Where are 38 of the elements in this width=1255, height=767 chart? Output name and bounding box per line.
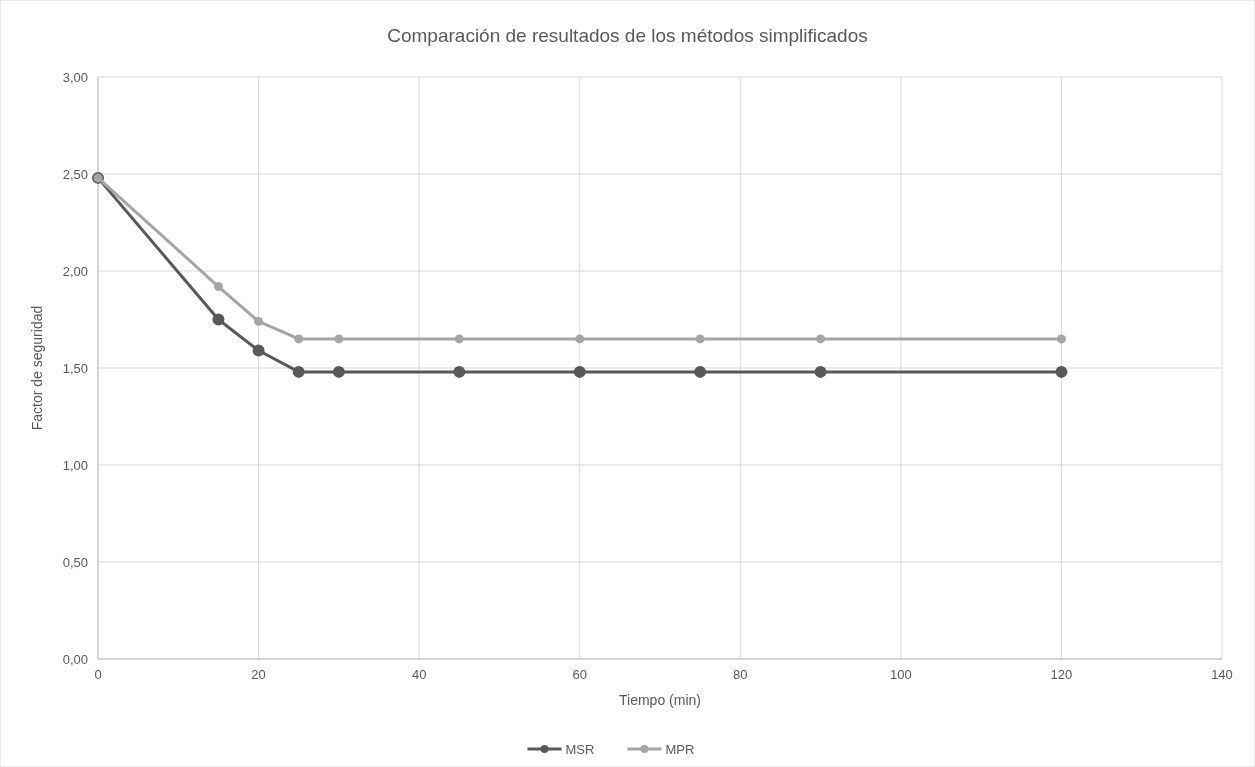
y-axis-title: Factor de seguridad (29, 305, 45, 431)
y-tick-label: 2,50 (62, 166, 88, 182)
x-tick-label: 0 (94, 667, 102, 682)
legend-label: MSR (565, 742, 595, 757)
y-tick-label: 1,50 (62, 360, 88, 376)
point (213, 282, 223, 292)
y-tick-label: 2,00 (62, 263, 88, 279)
point (573, 365, 586, 378)
point (252, 344, 265, 357)
x-tick-label: 120 (1050, 667, 1073, 682)
point (1055, 365, 1068, 378)
point (212, 313, 225, 326)
point (294, 334, 304, 344)
x-axis-title: Tiempo (min) (619, 692, 701, 708)
point (694, 365, 707, 378)
point (292, 365, 305, 378)
point (332, 365, 345, 378)
y-tick-label: 0,00 (62, 651, 88, 667)
point (454, 334, 464, 344)
x-tick-label: 140 (1211, 667, 1233, 682)
x-tick-label: 60 (572, 667, 587, 682)
legend-label: MPR (665, 742, 695, 757)
x-tick-label: 100 (890, 667, 912, 682)
chart-title: Comparación de resultados de los métodos simplificados (387, 25, 868, 46)
x-tick-label: 80 (733, 667, 748, 682)
point (575, 334, 585, 344)
x-tick-label: 20 (251, 667, 266, 682)
point (814, 365, 827, 378)
point (453, 365, 466, 378)
point (1056, 334, 1066, 344)
point (816, 334, 826, 344)
y-tick-label: 0,50 (62, 554, 88, 570)
point (334, 334, 344, 344)
y-tick-label: 3,00 (62, 69, 88, 85)
point (695, 334, 705, 344)
y-tick-label: 1,00 (62, 457, 88, 473)
x-tick-label: 40 (411, 667, 427, 682)
point (254, 316, 264, 326)
